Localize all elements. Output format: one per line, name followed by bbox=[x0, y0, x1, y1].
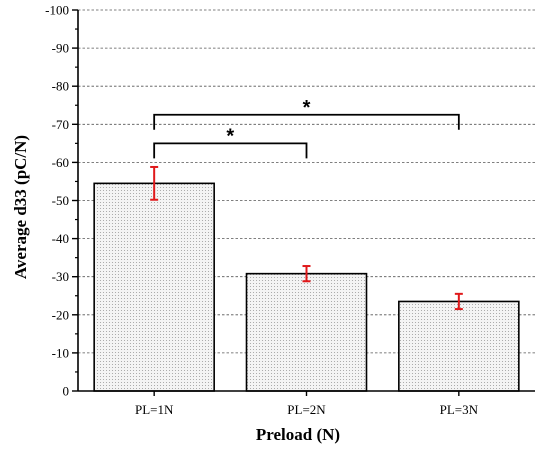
x-tick-label: PL=2N bbox=[287, 402, 326, 417]
x-tick-labels: PL=1N PL=2N PL=3N bbox=[135, 402, 479, 417]
significance-bracket bbox=[153, 142, 308, 159]
bar bbox=[93, 182, 215, 392]
error-bars-group bbox=[150, 165, 463, 311]
y-tick-label: -40 bbox=[52, 231, 69, 246]
bar bbox=[398, 300, 520, 392]
significance-bracket bbox=[153, 113, 460, 130]
axes bbox=[72, 9, 535, 396]
y-tick-label: -30 bbox=[52, 269, 69, 284]
significance-label: * bbox=[303, 97, 311, 119]
y-tick-label: -50 bbox=[52, 193, 69, 208]
y-tick-label: -10 bbox=[52, 345, 69, 360]
bars-group bbox=[93, 182, 520, 392]
bar bbox=[245, 272, 368, 392]
significance-label: * bbox=[226, 125, 234, 147]
y-tick-label: -60 bbox=[52, 155, 69, 170]
y-tick-label: -90 bbox=[52, 41, 69, 56]
y-tick-label: -80 bbox=[52, 79, 69, 94]
y-axis-title: Average d33 (pC/N) bbox=[11, 135, 30, 279]
y-tick-label: 0 bbox=[63, 384, 70, 399]
significance-brackets: ** bbox=[153, 97, 460, 159]
x-tick-label: PL=3N bbox=[440, 402, 479, 417]
x-axis-title: Preload (N) bbox=[256, 425, 340, 444]
y-tick-label: -100 bbox=[45, 3, 69, 18]
y-tick-labels: 0 -10 -20 -30 -40 -50 -60 -70 -80 -90 -100 bbox=[45, 3, 69, 399]
y-tick-label: -70 bbox=[52, 117, 69, 132]
x-tick-label: PL=1N bbox=[135, 402, 174, 417]
y-tick-label: -20 bbox=[52, 307, 69, 322]
